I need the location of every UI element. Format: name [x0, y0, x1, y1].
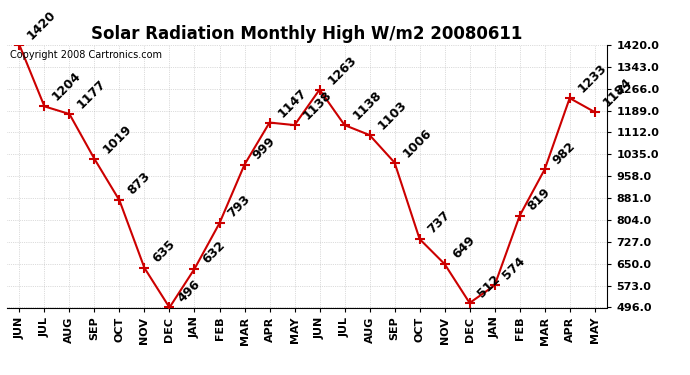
Text: 999: 999 — [250, 134, 277, 162]
Text: 1184: 1184 — [600, 75, 634, 109]
Text: 1420: 1420 — [25, 8, 59, 42]
Text: 574: 574 — [500, 255, 528, 283]
Text: 649: 649 — [450, 234, 477, 261]
Text: 496: 496 — [175, 277, 203, 305]
Text: 1233: 1233 — [575, 62, 609, 95]
Text: 512: 512 — [475, 272, 503, 300]
Text: 1006: 1006 — [400, 126, 434, 160]
Text: 793: 793 — [225, 193, 253, 220]
Text: Copyright 2008 Cartronics.com: Copyright 2008 Cartronics.com — [10, 50, 162, 60]
Text: 1103: 1103 — [375, 98, 409, 132]
Text: 1138: 1138 — [350, 88, 384, 122]
Text: 1177: 1177 — [75, 77, 109, 111]
Text: 1138: 1138 — [300, 88, 334, 122]
Text: 635: 635 — [150, 238, 177, 265]
Title: Solar Radiation Monthly High W/m2 20080611: Solar Radiation Monthly High W/m2 200806… — [91, 26, 523, 44]
Text: 737: 737 — [425, 209, 453, 236]
Text: 1019: 1019 — [100, 122, 134, 156]
Text: 1263: 1263 — [325, 53, 359, 87]
Text: 1147: 1147 — [275, 86, 309, 120]
Text: 873: 873 — [125, 170, 152, 198]
Text: 982: 982 — [550, 139, 578, 166]
Text: 1204: 1204 — [50, 70, 84, 104]
Text: 632: 632 — [200, 238, 228, 266]
Text: 819: 819 — [525, 185, 553, 213]
